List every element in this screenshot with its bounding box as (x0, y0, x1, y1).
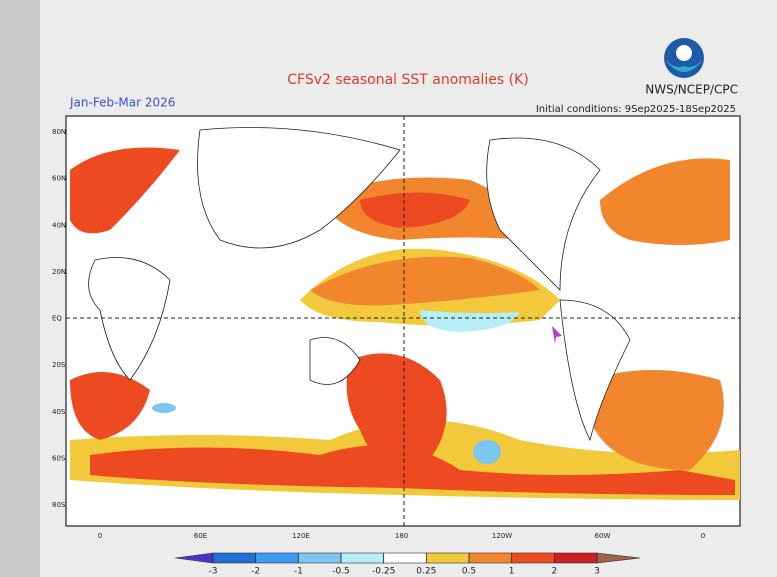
colorbar-tick-label: 2 (551, 567, 557, 577)
colorbar-segment (340, 552, 384, 564)
noaa-logo (664, 38, 704, 78)
lat-label: 80N (52, 128, 66, 136)
lat-label: 60N (52, 175, 66, 183)
lon-label: 120E (292, 532, 310, 540)
lon-label: 0 (701, 532, 705, 540)
lat-label: 80S (52, 501, 66, 509)
colorbar-segment (298, 552, 342, 564)
lon-label: 60E (194, 532, 207, 540)
lat-label: 40N (52, 221, 66, 229)
colorbar-segment (468, 552, 512, 564)
lat-label: 40S (52, 408, 66, 416)
title: CFSv2 seasonal SST anomalies (K) (287, 72, 529, 88)
agency: NWS/NCEP/CPC (645, 83, 738, 97)
colorbar-segment (255, 552, 299, 564)
initial-conditions: Initial conditions: 9Sep2025-18Sep2025 (536, 104, 736, 115)
colorbar-tick-label: -0.25 (372, 567, 395, 577)
colorbar: -3 -2 -1 -0.5 -0.25 0.25 0.5 1 2 3 (174, 552, 641, 577)
colorbar-segment (511, 552, 555, 564)
colorbar-segment (554, 552, 598, 564)
colorbar-tick-label: -1 (294, 567, 303, 577)
colorbar-tick-label: -2 (251, 567, 260, 577)
period: Jan-Feb-Mar 2026 (69, 96, 175, 110)
anomaly-fields (70, 147, 740, 500)
colorbar-tick-label: -3 (209, 567, 218, 577)
coastlines (88, 127, 631, 442)
lat-label: 20S (52, 361, 66, 369)
lat-label: 20N (52, 268, 66, 276)
map: 80N 60N 40N 20N EQ 20S 40S 60S 80S 0 60E 120E 180 120… (52, 115, 741, 540)
cursor (552, 326, 562, 344)
colorbar-tick-label: 1 (509, 567, 515, 577)
colorbar-segment (212, 552, 256, 564)
lat-label: 60S (52, 454, 66, 462)
lon-label: 120W (492, 532, 512, 540)
colorbar-tick-label: 3 (594, 567, 600, 577)
lat-label: EQ (52, 315, 62, 323)
lon-label: 60W (595, 532, 611, 540)
colorbar-segment (426, 552, 470, 564)
screen-edge (0, 0, 40, 577)
colorbar-tick-label: -0.5 (332, 567, 350, 577)
lon-label: 180 (395, 532, 408, 540)
colorbar-tick-label: 0.25 (416, 567, 436, 577)
colorbar-tick-label: 0.5 (462, 567, 476, 577)
colorbar-segment (383, 552, 427, 564)
lon-label: 0 (98, 532, 102, 540)
